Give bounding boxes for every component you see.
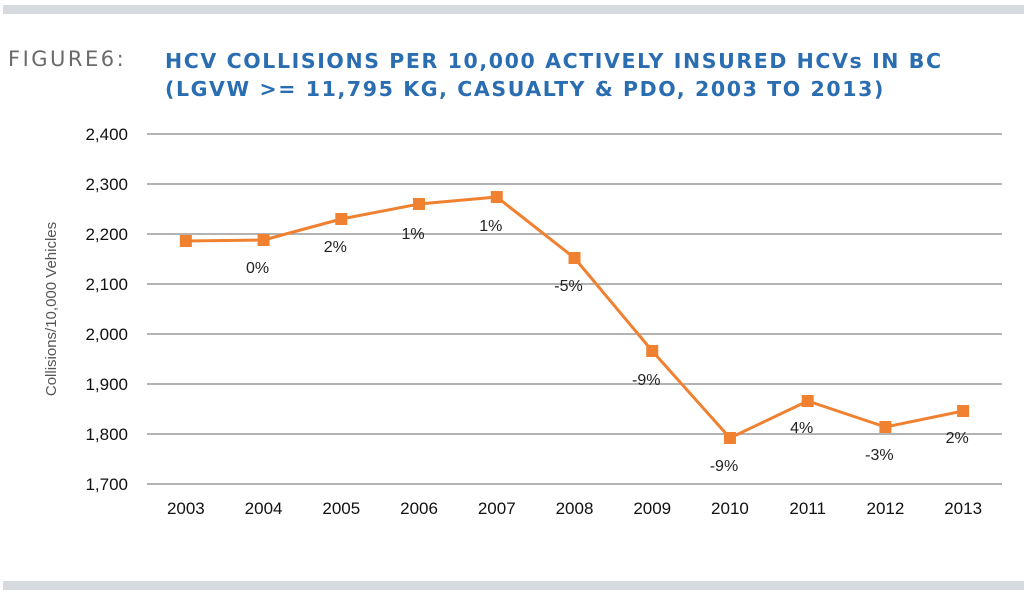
figure-title: HCV COLLISIONS PER 10,000 ACTIVELY INSUR… (165, 47, 943, 103)
data-label: 2% (946, 430, 969, 447)
data-point-marker (335, 213, 348, 225)
x-tick-label: 2008 (556, 499, 594, 518)
data-point-marker (723, 432, 736, 444)
data-label: -9% (710, 458, 738, 475)
data-label: 0% (246, 260, 269, 277)
x-tick-label: 2013 (944, 499, 982, 518)
data-point-marker (413, 198, 426, 210)
top-divider-bar (3, 5, 1024, 14)
y-tick-label: 2,000 (85, 325, 128, 344)
gridlines (147, 133, 1002, 485)
x-tick-label: 2004 (245, 499, 283, 518)
x-tick-label: 2010 (711, 499, 749, 518)
figure-label: FIGURE6: (8, 47, 127, 71)
x-tick-label: 2009 (633, 499, 671, 518)
x-tick-label: 2011 (789, 499, 826, 518)
y-tick-label: 2,400 (85, 125, 128, 144)
data-label: -3% (865, 447, 893, 464)
y-tick-label: 2,200 (85, 225, 128, 244)
x-tick-label: 2005 (322, 499, 360, 518)
data-point-marker (257, 234, 270, 246)
series-line (185, 195, 964, 440)
data-label: -5% (554, 278, 582, 295)
data-label: 1% (401, 226, 424, 243)
data-point-marker (957, 405, 970, 417)
y-tick-label: 2,300 (85, 175, 128, 194)
figure-title-line-1: HCV COLLISIONS PER 10,000 ACTIVELY INSUR… (165, 49, 943, 73)
y-tick-label: 1,700 (85, 475, 128, 494)
y-axis-label: Collisions/10,000 Vehicles (43, 222, 60, 396)
x-tick-label: 2003 (167, 499, 205, 518)
data-label: 2% (324, 239, 347, 256)
x-tick-label: 2012 (866, 499, 904, 518)
data-label: 4% (790, 420, 813, 437)
data-point-marker (801, 395, 814, 407)
x-axis-ticks: 2003 2004 2005 2006 2007 2008 2009 2010 2011 2012… (167, 499, 982, 518)
data-label: 1% (479, 218, 502, 235)
y-tick-label: 2,100 (85, 275, 128, 294)
data-labels: 0% 2% 1% 1% -5% -9% -9% 4% -3% 2% (246, 218, 969, 475)
series-collisions (179, 191, 970, 444)
y-axis-ticks: 1,700 1,800 1,900 2,000 2,100 2,200 2,300 2,400 (85, 125, 128, 494)
data-point-marker (568, 252, 581, 264)
x-tick-label: 2007 (478, 499, 516, 518)
figure-title-line-2: (LGVW >= 11,795 KG, CASUALTY & PDO, 2003… (165, 77, 885, 101)
data-label: -9% (632, 372, 660, 389)
y-tick-label: 1,900 (85, 375, 128, 394)
data-point-marker (879, 421, 892, 433)
bottom-divider-bar (3, 581, 1024, 590)
data-point-marker (179, 235, 192, 247)
x-tick-label: 2006 (400, 499, 438, 518)
data-point-marker (646, 345, 659, 357)
data-point-marker (490, 191, 503, 203)
y-tick-label: 1,800 (85, 425, 128, 444)
